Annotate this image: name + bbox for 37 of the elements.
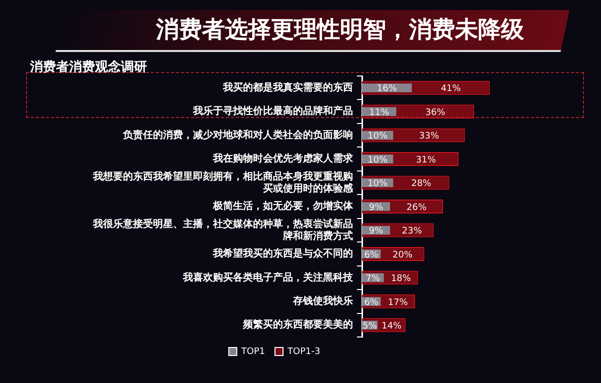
y-tick-label: 极简生活，如无必要，勿增实体	[212, 200, 354, 212]
data-label: 23%	[402, 226, 422, 237]
y-tick-label: 频繁买的东西都要美美的	[242, 318, 353, 331]
y-tick-label: 我买的都是我真实需要的东西	[222, 81, 353, 94]
legend-label: TOP1-3	[286, 346, 320, 357]
data-label: 36%	[425, 108, 446, 118]
y-tick-label: 我希望我买的东西是与众不同的	[212, 248, 353, 260]
data-label: 41%	[440, 84, 462, 94]
data-label: 10%	[368, 132, 388, 142]
data-label: 31%	[416, 155, 436, 166]
y-tick-label: 我很乐意接受明星、主播，社交媒体的种草，热衷尝试新品牌和新消费方式	[92, 218, 353, 242]
y-tick-label: 我喜欢购买各类电子产品，关注黑科技	[182, 271, 354, 284]
data-label: 16%	[376, 84, 398, 94]
text: 消费者消费观念调研	[30, 59, 147, 76]
data-label: 14%	[382, 321, 402, 332]
y-tick-label: 我乐于寻找性价比最高的品牌和产品	[192, 105, 353, 118]
data-label: 10%	[368, 155, 388, 166]
data-label: 10%	[368, 179, 388, 190]
y-tick-label: 我想要的东西我希望里即刻拥有，相比商品本身我更重视购买或使用时的体验感	[92, 170, 354, 194]
data-label: 33%	[419, 132, 440, 142]
data-label: 5%	[362, 321, 378, 332]
legend-label: TOP1	[240, 346, 266, 357]
y-tick-label: 存钱使我快乐	[292, 295, 353, 308]
data-label: 6%	[364, 298, 379, 308]
data-label: 17%	[388, 298, 408, 308]
y-tick-label: 负责任的消费，减少对地球和对人类社会的负面影响	[122, 128, 353, 141]
data-label: 26%	[406, 202, 427, 213]
data-label: 18%	[390, 274, 412, 284]
data-label: 7%	[366, 274, 380, 284]
chart-title: 消费者选择更理性明智，消费未降级	[154, 16, 525, 45]
data-label: 9%	[368, 202, 384, 213]
data-label: 28%	[411, 179, 432, 190]
y-tick-label: 我在购物时会优先考虑家人需求	[212, 152, 354, 165]
data-label: 20%	[392, 250, 413, 260]
data-label: 6%	[364, 250, 379, 260]
data-label: 11%	[369, 108, 390, 118]
data-label: 9%	[368, 226, 384, 237]
